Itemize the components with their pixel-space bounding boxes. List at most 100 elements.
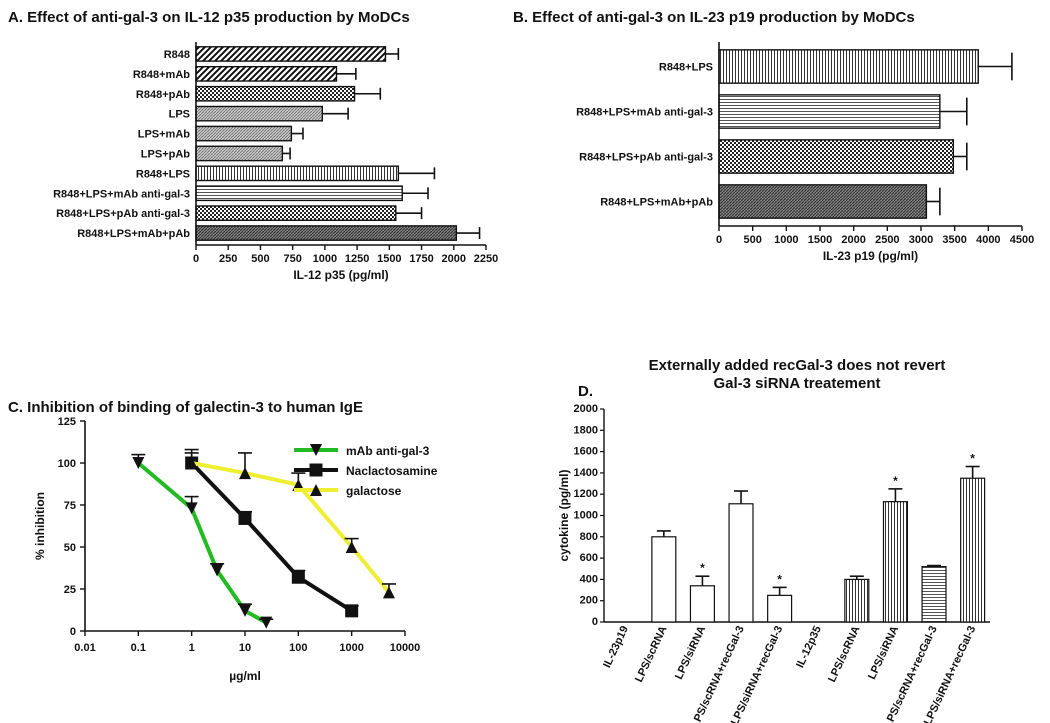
category-label: LPS/scRNA xyxy=(826,624,862,684)
y-axis-label: cytokine (pg/ml) xyxy=(557,469,571,561)
category-label: R848+LPS+mAb anti-gal-3 xyxy=(576,107,713,119)
x-tick-label: 750 xyxy=(283,253,301,265)
data-point xyxy=(310,444,322,456)
bar xyxy=(195,165,400,182)
chart-panel-1: B. Effect of anti-gal-3 on IL-23 p19 pro… xyxy=(513,9,1034,263)
category-label: IL-12p35 xyxy=(794,624,824,670)
x-tick-label: 4000 xyxy=(976,234,1000,246)
x-tick-label: 0.1 xyxy=(131,642,146,654)
y-tick-label: 200 xyxy=(580,595,598,607)
y-tick-label: 1800 xyxy=(574,424,598,436)
category-label: LPS+mAb xyxy=(138,129,191,141)
x-tick-label: 1750 xyxy=(409,253,433,265)
data-point xyxy=(132,457,145,469)
x-tick-label: 2250 xyxy=(474,253,498,265)
y-tick-label: 2000 xyxy=(574,403,598,415)
bar xyxy=(844,578,870,623)
data-point xyxy=(382,586,395,599)
data-point xyxy=(345,541,358,553)
title-line-2: Gal-3 siRNA treatement xyxy=(714,375,881,392)
y-tick-label: 25 xyxy=(64,584,76,596)
data-point xyxy=(345,604,359,618)
data-point xyxy=(291,570,305,584)
x-tick-label: 1000 xyxy=(339,642,363,654)
bar xyxy=(195,85,356,102)
y-tick-label: 0 xyxy=(70,626,76,638)
x-axis-label: IL-12 p35 (pg/ml) xyxy=(293,268,388,282)
category-label: LPS/siRNA xyxy=(866,624,901,681)
bar xyxy=(195,225,458,241)
y-tick-label: 0 xyxy=(592,616,598,628)
x-tick-label: 250 xyxy=(219,253,237,265)
chart-panel-2: C. Inhibition of binding of galectin-3 t… xyxy=(8,399,438,683)
y-tick-label: 400 xyxy=(580,573,598,585)
chart-panel-3: D. Externally added recGal-3 does not rev… xyxy=(557,357,990,723)
x-axis-label: IL-23 p19 (pg/ml) xyxy=(823,249,918,263)
x-tick-label: 1500 xyxy=(808,234,832,246)
category-label: R848+LPS+pAb anti-gal-3 xyxy=(56,208,190,220)
bar xyxy=(921,566,947,623)
category-label: R848+LPS xyxy=(659,62,713,74)
series-0 xyxy=(131,453,274,629)
x-tick-label: 2500 xyxy=(875,234,899,246)
significance-marker: * xyxy=(893,474,898,488)
y-tick-label: 50 xyxy=(64,542,76,554)
bar xyxy=(195,145,284,162)
data-point xyxy=(239,467,251,480)
x-tick-label: 3500 xyxy=(942,234,966,246)
category-label: R848+LPS+mAb+pAb xyxy=(600,197,713,209)
panel-label: D. xyxy=(578,383,593,400)
bar xyxy=(882,501,908,623)
x-tick-label: 2000 xyxy=(442,253,466,265)
x-tick-label: 10000 xyxy=(390,642,421,654)
legend: mAb anti-gal-3 Naclactosamine galactose xyxy=(294,444,438,498)
series-line xyxy=(190,461,353,613)
x-tick-label: 3000 xyxy=(909,234,933,246)
chart-title: Externally added recGal-3 does not rever… xyxy=(649,357,946,392)
bar xyxy=(718,94,941,129)
x-tick-label: 1 xyxy=(189,642,195,654)
data-point xyxy=(309,463,323,477)
bar xyxy=(718,139,955,174)
y-tick-label: 100 xyxy=(58,458,76,470)
significance-marker: * xyxy=(777,572,782,586)
y-tick-label: 125 xyxy=(58,416,76,428)
category-label: LPS/siRNA xyxy=(673,624,708,681)
category-label: R848+LPS xyxy=(136,168,190,180)
chart-title: A. Effect of anti-gal-3 on IL-12 p35 pro… xyxy=(8,9,410,26)
bar xyxy=(728,503,754,623)
x-tick-label: 0 xyxy=(193,253,199,265)
category-label: LPS+pAb xyxy=(141,148,190,160)
bar xyxy=(195,125,293,142)
data-point xyxy=(185,457,198,469)
y-tick-label: 800 xyxy=(580,531,598,543)
y-tick-label: 1600 xyxy=(574,446,598,458)
chart-title: B. Effect of anti-gal-3 on IL-23 p19 pro… xyxy=(513,9,915,26)
y-tick-label: 1400 xyxy=(574,467,598,479)
x-tick-label: 1250 xyxy=(345,253,369,265)
x-tick-label: 10 xyxy=(239,642,251,654)
data-point xyxy=(239,604,251,617)
category-label: R848 xyxy=(164,49,190,61)
category-label: R848+LPS+mAb anti-gal-3 xyxy=(53,188,190,200)
legend-label: mAb anti-gal-3 xyxy=(346,444,430,458)
data-point xyxy=(292,478,305,491)
data-point xyxy=(211,564,224,577)
significance-marker: * xyxy=(700,561,705,575)
y-tick-label: 1200 xyxy=(574,488,598,500)
legend-label: galactose xyxy=(346,484,402,498)
bar xyxy=(718,49,979,84)
x-tick-label: 1500 xyxy=(377,253,401,265)
bar xyxy=(195,65,338,82)
x-tick-label: 4500 xyxy=(1010,234,1034,246)
y-tick-label: 1000 xyxy=(574,510,598,522)
x-tick-label: 500 xyxy=(743,234,761,246)
category-label: LPS/scRNA xyxy=(633,624,669,684)
category-label: R848+LPS+mAb+pAb xyxy=(77,228,190,240)
series-line xyxy=(191,461,391,594)
bar xyxy=(960,477,986,623)
x-tick-label: 1000 xyxy=(313,253,337,265)
data-point xyxy=(238,511,252,525)
legend-label: Naclactosamine xyxy=(346,464,438,478)
